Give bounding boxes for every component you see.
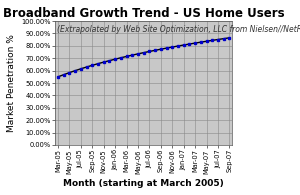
Title: Broadband Growth Trend - US Home Users: Broadband Growth Trend - US Home Users	[3, 7, 284, 20]
Text: (Extrapolated by Web Site Optimization, LLC from Nielsen//NetRatings data): (Extrapolated by Web Site Optimization, …	[57, 25, 300, 34]
Y-axis label: Market Penetration %: Market Penetration %	[7, 34, 16, 132]
X-axis label: Month (starting at March 2005): Month (starting at March 2005)	[63, 179, 224, 188]
